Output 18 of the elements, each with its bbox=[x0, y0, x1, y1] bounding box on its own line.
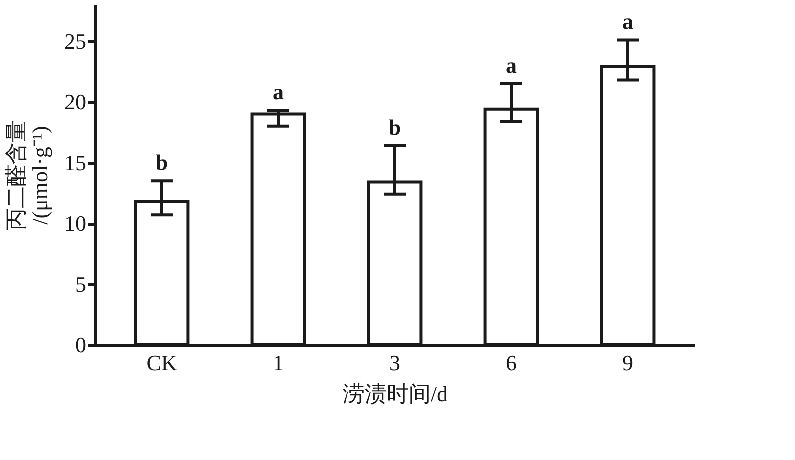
x-tick-label: 6 bbox=[506, 350, 518, 376]
x-tick-label: CK bbox=[146, 350, 178, 376]
annotation: b bbox=[388, 114, 402, 140]
y-axis-title: 丙二醛含量 /(μmol·g⁻¹) bbox=[4, 120, 52, 230]
annotation: a bbox=[506, 52, 518, 78]
x-tick-label: 9 bbox=[622, 350, 634, 376]
y-tick-label: 0 bbox=[76, 332, 86, 358]
annotation: b bbox=[156, 150, 168, 176]
annotation: a bbox=[622, 9, 634, 34]
y-tick-label: 5 bbox=[76, 272, 86, 297]
x-axis-title: 涝渍时间/d bbox=[342, 382, 448, 406]
x-tick-label: 3 bbox=[390, 350, 400, 376]
y-tick-label: 20 bbox=[64, 90, 86, 115]
y-tick-label: 15 bbox=[64, 150, 86, 176]
y-tick-label: 10 bbox=[64, 211, 86, 236]
y-tick-label: 25 bbox=[64, 28, 86, 54]
annotation: a bbox=[272, 80, 284, 105]
x-tick-label: 1 bbox=[272, 350, 284, 376]
